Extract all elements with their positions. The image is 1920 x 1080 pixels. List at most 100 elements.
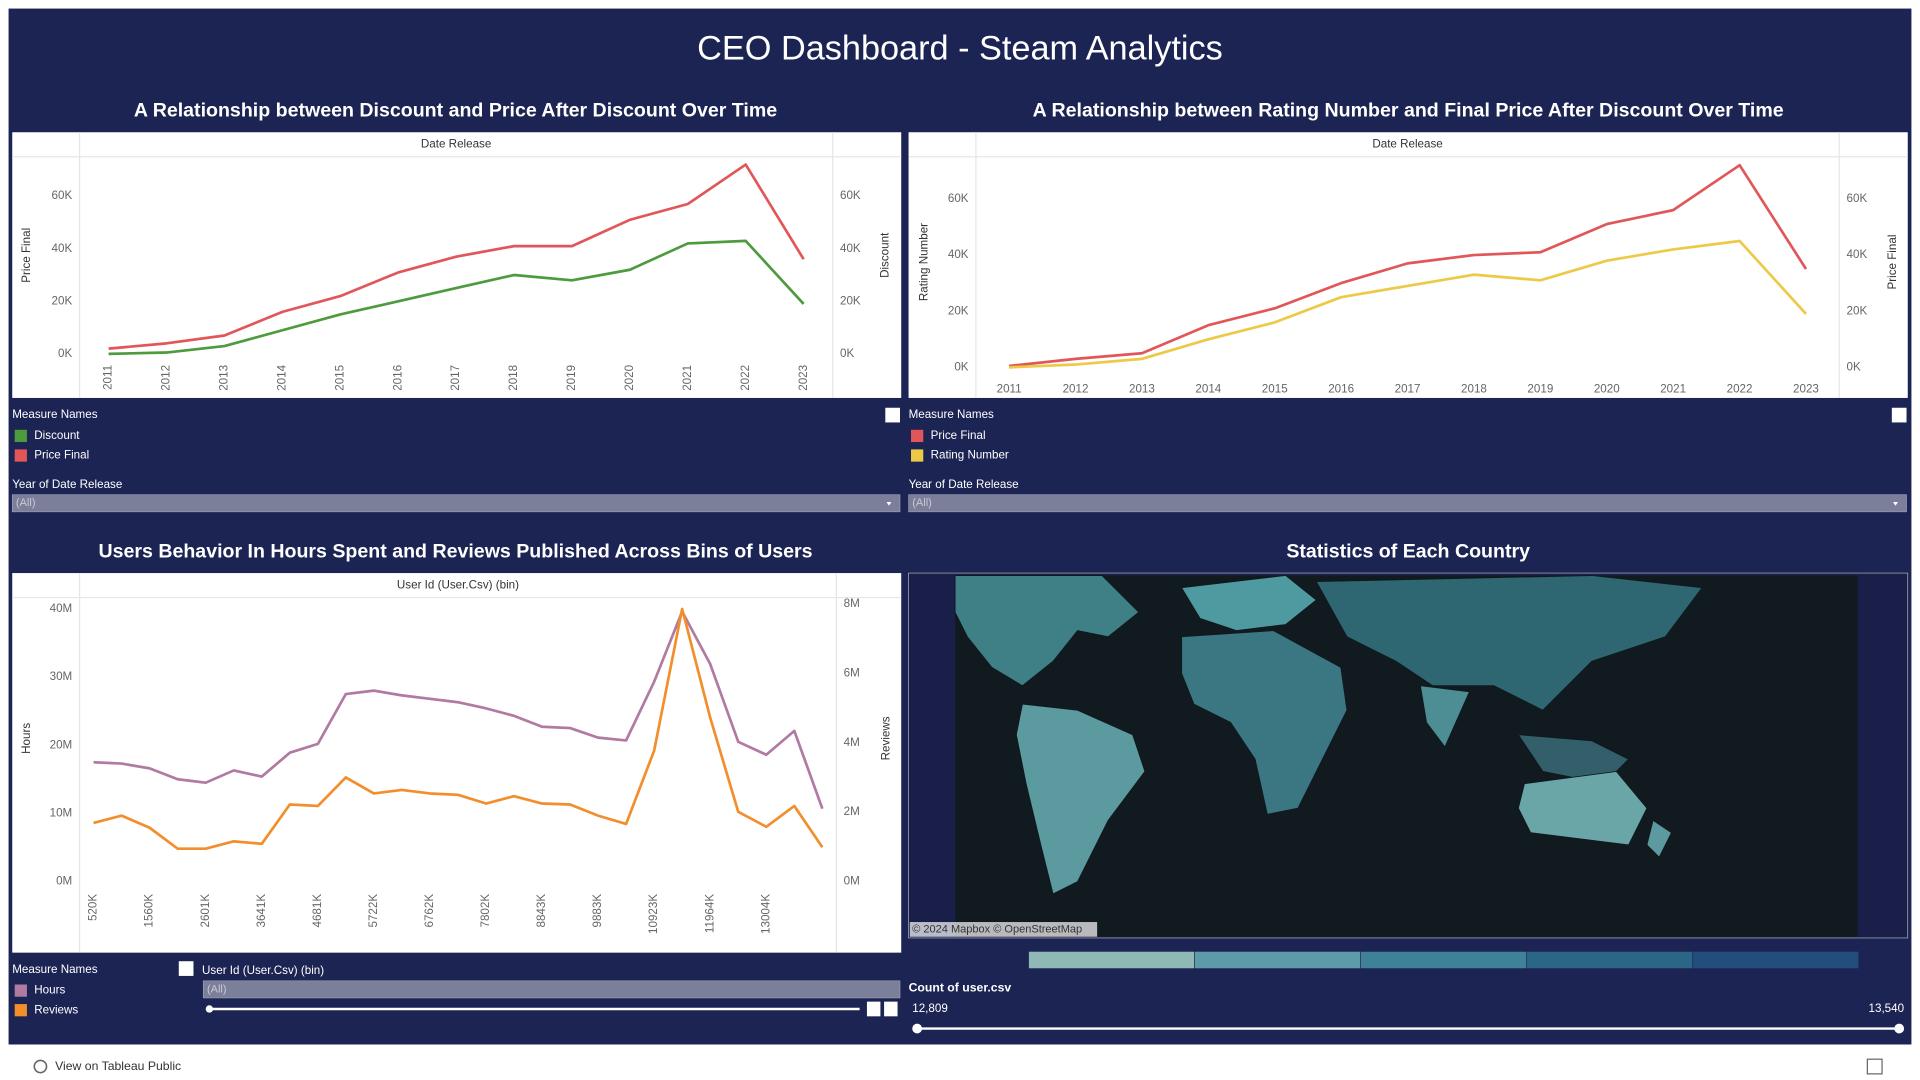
chart-title: Users Behavior In Hours Spent and Review… [98,540,812,562]
filter-dropdown[interactable] [202,980,901,999]
y2-axis-title: Reviews [880,716,893,760]
slider-handle[interactable] [205,1005,214,1013]
legend-swatch [14,449,27,462]
x-tick-label: 2023 [1793,382,1819,395]
filter-label: Year of Date Release [12,478,122,491]
x-tick-label: 9883K [591,894,604,928]
data-line [93,607,824,851]
y-tick-label: 60K [948,192,969,205]
slider-next[interactable] [884,1001,898,1017]
x-tick-label: 7802K [479,894,492,928]
color-legend-max: 13,540 [1869,1002,1905,1015]
x-tick-label: 2013 [1129,382,1155,395]
x-tick-label: 2013 [217,365,230,391]
x-axis-title: Date Release [1372,138,1442,151]
y-axis-title: Rating Number [918,223,931,301]
y-tick-label: 40M [50,602,73,615]
x-tick-label: 13004K [759,894,772,934]
x-axis-title: User Id (User.Csv) (bin) [397,578,519,591]
y2-tick-label: 0K [1847,360,1861,373]
filter-value: (All) [207,983,227,995]
y2-tick-label: 2M [844,805,860,818]
x-tick-label: 3641K [255,894,268,928]
y2-tick-label: 40K [840,242,861,255]
y2-axis-title: Price Final [1886,235,1899,290]
filter-dropdown[interactable] [908,494,1907,513]
data-line [1008,163,1808,368]
y-tick-label: 20K [948,304,969,317]
y-tick-label: 0K [954,360,968,373]
legend-toggle[interactable] [885,407,900,423]
map-attribution: © 2024 Mapbox © OpenStreetMap [912,923,1082,935]
x-tick-label: 2016 [391,365,404,391]
x-tick-label: 5722K [367,894,380,928]
x-tick-label: 6762K [423,894,436,928]
range-slider-handle[interactable] [1894,1023,1905,1034]
y-tick-label: 60K [52,189,73,202]
x-tick-label: 2017 [449,365,462,391]
x-tick-label: 2020 [623,364,636,390]
x-tick-label: 2021 [1660,382,1686,395]
x-tick-label: 2014 [1195,382,1221,395]
x-tick-label: 2019 [565,365,578,391]
dropdown-arrow [1893,502,1898,506]
y-tick-label: 30M [50,670,73,683]
line-chart: A Relationship between Rating Number and… [908,100,1908,513]
x-tick-label: 2019 [1527,382,1553,395]
y2-tick-label: 8M [844,597,860,610]
x-tick-label: 2014 [275,364,288,390]
range-slider-handle[interactable] [912,1023,923,1034]
x-tick-label: 2023 [797,365,810,391]
legend-label: Reviews [34,1003,78,1016]
chart-title: A Relationship between Discount and Pric… [134,100,777,122]
footer-link[interactable]: View on Tableau Public [55,1059,181,1073]
x-tick-label: 520K [87,894,100,921]
legend-title: Measure Names [12,408,97,421]
data-line [1009,239,1807,369]
x-axis-title: Date Release [421,138,491,151]
color-legend [1028,951,1860,969]
y2-tick-label: 20K [840,294,861,307]
line-chart: A Relationship between Discount and Pric… [11,100,902,513]
y2-tick-label: 60K [840,189,861,202]
x-tick-label: 2011 [997,382,1022,395]
y2-tick-label: 6M [844,666,860,679]
color-legend-min: 12,809 [912,1002,948,1015]
x-tick-label: 2012 [160,365,173,391]
map-panel: Statistics of Each Country © 2024 Mapbox… [908,540,1909,1034]
filter-dropdown[interactable] [11,494,901,513]
y-axis-title: Price Final [20,228,33,283]
x-tick-label: 2011 [102,365,115,390]
fullscreen-button[interactable] [1866,1058,1883,1075]
x-tick-label: 2012 [1063,382,1089,395]
y-tick-label: 40K [52,242,73,255]
legend-toggle[interactable] [178,961,194,976]
filter-value: (All) [16,497,36,509]
x-tick-label: 11964K [703,894,716,933]
x-tick-label: 2015 [333,365,346,391]
chart-title: A Relationship between Rating Number and… [1033,100,1784,122]
y2-tick-label: 0K [840,347,854,360]
x-tick-label: 2018 [1461,382,1487,395]
slider-prev[interactable] [866,1001,881,1017]
color-legend-step [1360,951,1527,969]
y-tick-label: 20K [52,294,73,307]
legend-toggle[interactable] [1891,407,1907,423]
x-tick-label: 2018 [507,365,520,391]
legend-label: Hours [34,984,65,997]
y2-tick-label: 60K [1847,192,1868,205]
x-tick-label: 1560K [143,894,156,928]
y-tick-label: 40K [948,248,969,261]
color-legend-step [1194,951,1361,969]
chart-panel [908,132,1908,398]
y2-tick-label: 0M [844,875,860,888]
x-tick-label: 2021 [681,365,694,391]
legend-label: Discount [34,429,80,442]
data-line [93,610,824,810]
y-tick-label: 20M [50,738,73,751]
legend-swatch [14,984,27,997]
filter-label: User Id (User.Csv) (bin) [202,964,324,977]
x-tick-label: 10923K [647,894,660,934]
footer-bar [0,1049,1920,1080]
legend-label: Price Final [931,429,986,442]
